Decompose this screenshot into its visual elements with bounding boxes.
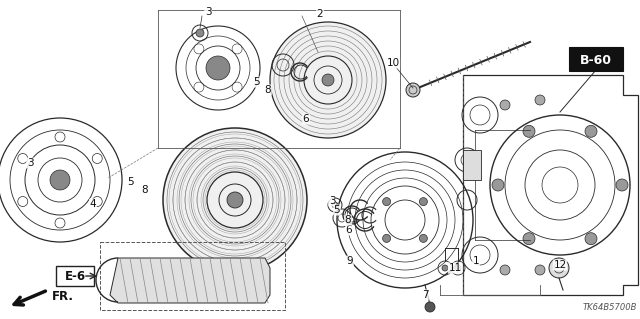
Circle shape <box>585 233 597 245</box>
Text: 6: 6 <box>346 225 352 235</box>
Circle shape <box>196 29 204 37</box>
Circle shape <box>419 234 428 242</box>
Circle shape <box>206 56 230 80</box>
Text: 6: 6 <box>303 114 309 124</box>
Circle shape <box>616 179 628 191</box>
Circle shape <box>442 265 448 271</box>
Text: B-60: B-60 <box>580 54 612 66</box>
Text: 12: 12 <box>554 260 566 270</box>
Text: 3: 3 <box>27 158 33 168</box>
Text: 5: 5 <box>128 177 134 187</box>
Circle shape <box>535 265 545 275</box>
Circle shape <box>585 125 597 137</box>
Circle shape <box>50 170 70 190</box>
Text: 10: 10 <box>387 58 399 68</box>
Circle shape <box>500 100 510 110</box>
Text: 3: 3 <box>205 7 211 17</box>
Text: 3: 3 <box>329 196 335 206</box>
Circle shape <box>419 197 428 206</box>
Circle shape <box>270 22 386 138</box>
Text: 1: 1 <box>473 256 479 266</box>
Text: 2: 2 <box>317 9 323 19</box>
Circle shape <box>227 192 243 208</box>
Polygon shape <box>110 258 270 303</box>
Text: 4: 4 <box>90 199 96 209</box>
Text: FR.: FR. <box>52 290 74 302</box>
Circle shape <box>455 265 461 271</box>
Bar <box>463 150 481 180</box>
Circle shape <box>163 128 307 272</box>
Text: 11: 11 <box>449 263 461 273</box>
Circle shape <box>383 197 390 206</box>
Text: 7: 7 <box>422 290 428 300</box>
Bar <box>100 242 285 310</box>
Circle shape <box>492 179 504 191</box>
Circle shape <box>523 125 535 137</box>
Circle shape <box>383 234 390 242</box>
Circle shape <box>523 233 535 245</box>
Circle shape <box>322 74 334 86</box>
Circle shape <box>549 258 569 278</box>
Circle shape <box>406 83 420 97</box>
Circle shape <box>535 95 545 105</box>
Text: 5: 5 <box>253 77 260 87</box>
Text: TK64B5700B: TK64B5700B <box>583 303 637 313</box>
Text: 8: 8 <box>345 215 351 225</box>
Circle shape <box>332 202 338 208</box>
Text: 5: 5 <box>333 205 340 215</box>
Text: 9: 9 <box>347 256 353 266</box>
Text: 8: 8 <box>265 85 271 95</box>
Circle shape <box>425 302 435 312</box>
Circle shape <box>500 265 510 275</box>
Text: 8: 8 <box>141 185 148 195</box>
FancyBboxPatch shape <box>569 47 623 71</box>
Text: E-6: E-6 <box>65 271 86 284</box>
